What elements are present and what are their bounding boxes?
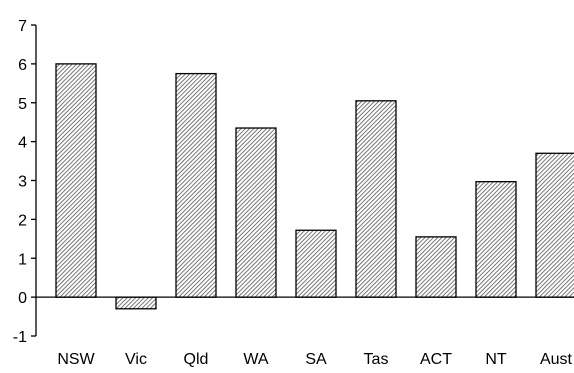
bar-tas <box>355 100 397 298</box>
y-tick-label: 3 <box>18 174 27 191</box>
y-axis: -1 0 1 2 3 4 5 6 7 <box>13 18 37 346</box>
category-labels: NSW Vic Qld WA SA Tas ACT NT Aust <box>57 351 572 368</box>
y-tick-label: 1 <box>18 251 27 268</box>
y-tick-label: -1 <box>13 329 27 346</box>
bar-act <box>415 236 457 298</box>
bar-vic <box>115 296 157 310</box>
y-tick-label: 2 <box>18 212 27 229</box>
bars <box>55 63 574 310</box>
x-category-label: ACT <box>420 351 452 368</box>
bar-qld <box>175 72 217 298</box>
y-tick-label: 5 <box>18 96 27 113</box>
x-category-label: Vic <box>125 351 147 368</box>
bar-nt <box>475 181 517 298</box>
x-category-label: Qld <box>184 351 209 368</box>
x-category-label: SA <box>305 351 327 368</box>
x-category-label: NT <box>485 351 507 368</box>
bar-nsw <box>55 63 97 298</box>
y-tick-label: 0 <box>18 290 27 307</box>
bar-aust <box>535 152 574 298</box>
x-category-label: NSW <box>57 351 95 368</box>
x-category-label: Tas <box>364 351 389 368</box>
x-category-label: WA <box>243 351 269 368</box>
y-tick-label: 7 <box>18 18 27 35</box>
y-tick-label: 6 <box>18 57 27 74</box>
bar-sa <box>295 229 337 298</box>
y-tick-label: 4 <box>18 135 27 152</box>
bar-wa <box>235 127 277 298</box>
x-category-label: Aust <box>540 351 573 368</box>
